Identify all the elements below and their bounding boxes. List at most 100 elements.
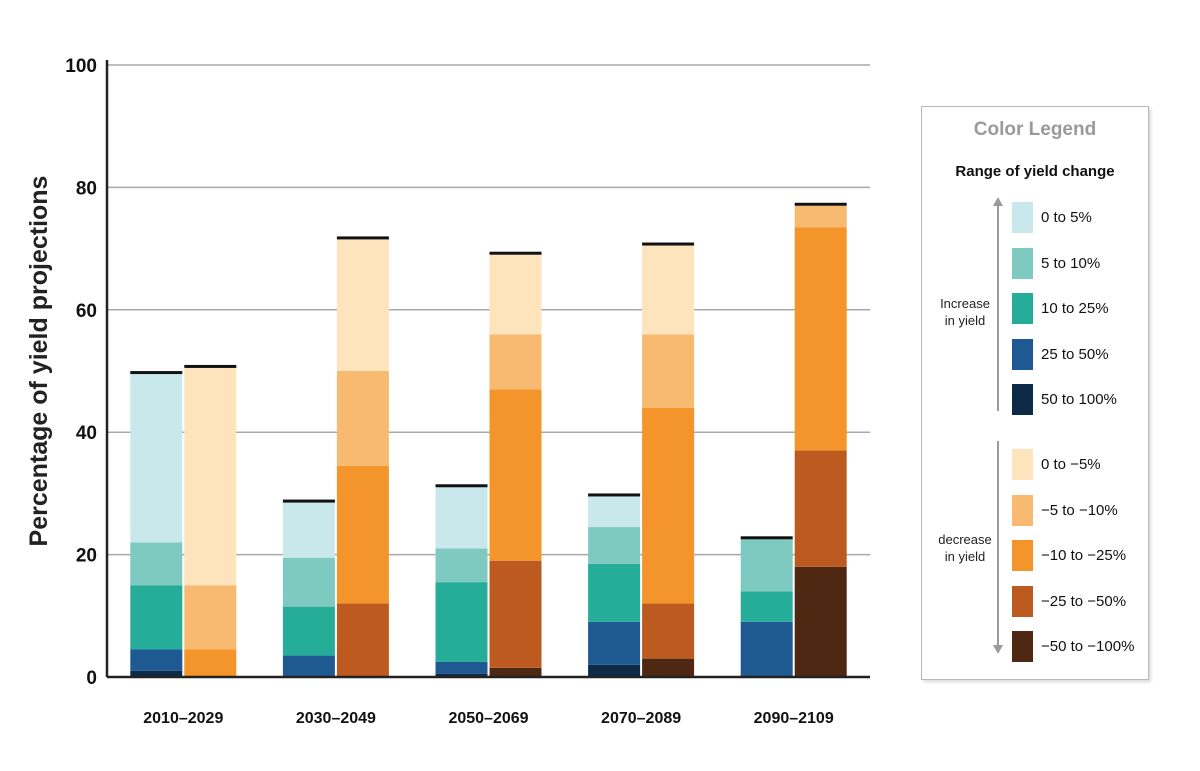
legend-label: 0 to 5% xyxy=(1041,209,1092,226)
stacked-bar-chart: 0 20 40 60 80 100 2010–2029 2030–2049 2050–2069 2… xyxy=(25,56,870,727)
bar-segment-increase xyxy=(435,548,488,583)
bar-segment-increase xyxy=(130,374,183,543)
bar-segment-decrease xyxy=(794,227,847,451)
legend-title: Color Legend xyxy=(973,119,1097,140)
legend-item: 10 to 25% xyxy=(1012,293,1109,324)
legend-label: −50 to −100% xyxy=(1041,638,1135,655)
bar-segment-decrease xyxy=(184,649,237,677)
bar-segment-decrease xyxy=(794,450,847,567)
legend-swatch xyxy=(1012,384,1033,415)
bar-segment-increase xyxy=(282,502,335,558)
bar-segment-decrease xyxy=(489,560,542,668)
x-tick-label: 2050–2069 xyxy=(448,710,528,727)
y-axis-label: Percentage of yield projections xyxy=(25,176,53,547)
legend-label: 50 to 100% xyxy=(1041,391,1117,408)
bar-segment-increase xyxy=(588,621,641,665)
legend-item: 0 to −5% xyxy=(1012,449,1101,480)
bar-segment-increase xyxy=(435,661,488,674)
decrease-label: decrease in yield xyxy=(938,532,992,564)
decrease-arrow-line xyxy=(997,441,999,647)
up-arrow-icon xyxy=(993,197,1003,206)
bars xyxy=(130,202,847,677)
legend-item: 50 to 100% xyxy=(1012,384,1117,415)
bar-top-cap xyxy=(336,236,389,240)
bar-top-cap xyxy=(794,202,847,206)
bar-segment-increase xyxy=(435,487,488,549)
bar-top-cap xyxy=(740,536,793,540)
bar-segment-decrease xyxy=(642,334,695,408)
bar-top-cap xyxy=(435,484,488,488)
bar-segment-decrease xyxy=(794,205,847,228)
legend-label: 10 to 25% xyxy=(1041,300,1109,317)
bar-segment-increase xyxy=(588,527,641,564)
bar-segment-decrease xyxy=(794,566,847,677)
bar-segment-increase xyxy=(435,673,488,677)
axes: 0 20 40 60 80 100 2010–2029 2030–2049 2050–2069 2… xyxy=(65,56,870,727)
bar-top-cap xyxy=(642,242,695,246)
y-tick-label: 40 xyxy=(76,423,97,444)
y-tick-label: 0 xyxy=(86,668,97,689)
legend-label: 25 to 50% xyxy=(1041,345,1109,363)
bar-segment-decrease xyxy=(642,245,695,335)
x-tick-label: 2030–2049 xyxy=(296,710,376,727)
legend-item: −50 to −100% xyxy=(1012,631,1134,662)
bar-segment-decrease xyxy=(336,603,389,677)
bar-segment-increase xyxy=(282,557,335,607)
legend-item: 25 to 50% xyxy=(1012,338,1109,370)
y-tick-label: 80 xyxy=(76,178,97,199)
legend-swatch xyxy=(1012,293,1033,324)
bar-segment-decrease xyxy=(642,658,695,677)
legend-label: −25 to −50% xyxy=(1041,592,1127,610)
bar-segment-decrease xyxy=(489,334,542,390)
bar-segment-increase xyxy=(740,539,793,592)
bar-segment-decrease xyxy=(489,254,542,335)
legend-item: −5 to −10% xyxy=(1012,494,1118,526)
bar-segment-increase xyxy=(740,621,793,677)
legend-label: 0 to −5% xyxy=(1041,456,1101,473)
x-tick-label: 2070–2089 xyxy=(601,710,681,727)
bar-top-cap xyxy=(588,493,641,497)
bar-segment-decrease xyxy=(489,667,542,677)
bar-segment-decrease xyxy=(642,407,695,604)
bar-segment-increase xyxy=(588,563,641,622)
bar-segment-increase xyxy=(588,664,641,677)
bar-segment-decrease xyxy=(489,389,542,561)
legend-item: −10 to −25% xyxy=(1012,540,1126,571)
bar-segment-increase xyxy=(130,585,183,650)
bar-segment-increase xyxy=(740,591,793,622)
legend-item: 5 to 10% xyxy=(1012,247,1101,279)
legend-item: 0 to 5% xyxy=(1012,202,1092,233)
legend-item: −25 to −50% xyxy=(1012,585,1127,617)
legend-swatch xyxy=(1012,247,1033,279)
bar-segment-increase xyxy=(130,542,183,586)
legend-swatch xyxy=(1012,585,1033,617)
increase-arrow-line xyxy=(997,205,999,411)
x-tick-label: 2010–2029 xyxy=(143,710,223,727)
bar-top-cap xyxy=(282,499,335,503)
legend-swatch xyxy=(1012,202,1033,233)
bar-segment-increase xyxy=(282,655,335,677)
bar-segment-decrease xyxy=(336,239,389,371)
color-legend: Color Legend Range of yield change Incre… xyxy=(921,106,1149,680)
bar-top-cap xyxy=(130,371,183,375)
increase-label: Increase in yield xyxy=(940,296,990,328)
legend-label: 5 to 10% xyxy=(1041,254,1101,272)
bar-segment-decrease xyxy=(642,603,695,659)
legend-swatch xyxy=(1012,631,1033,662)
bar-top-cap xyxy=(184,364,237,368)
y-tick-label: 20 xyxy=(76,546,97,567)
y-tick-label: 60 xyxy=(76,301,97,322)
legend-label: −5 to −10% xyxy=(1041,501,1118,519)
bar-segment-decrease xyxy=(184,585,237,650)
legend-swatch xyxy=(1012,449,1033,480)
legend-subtitle: Range of yield change xyxy=(955,163,1115,180)
legend-swatch xyxy=(1012,494,1033,526)
bar-segment-decrease xyxy=(336,371,389,466)
bar-segment-decrease xyxy=(184,367,237,586)
legend-swatch xyxy=(1012,540,1033,571)
legend-label: −10 to −25% xyxy=(1041,547,1127,564)
bar-top-cap xyxy=(489,251,542,255)
bar-segment-decrease xyxy=(336,465,389,604)
bar-segment-increase xyxy=(588,496,641,528)
bar-segment-increase xyxy=(282,606,335,656)
